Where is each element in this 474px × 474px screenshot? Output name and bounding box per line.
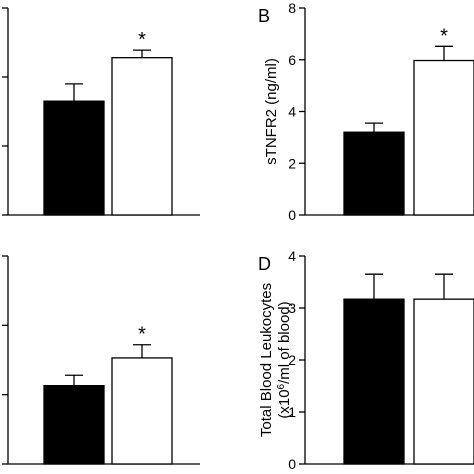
y-tick-label-b: 0 [288, 207, 296, 223]
significance-asterisk-b: * [440, 25, 448, 47]
y-tick-label-d: 0 [288, 456, 296, 472]
y-tick-label-d: 4 [288, 248, 296, 264]
y-axis-title-d-line2: (x106/ml of blood) [276, 301, 294, 418]
y-tick-label-b: 2 [288, 155, 296, 171]
bar-black-d [343, 298, 405, 465]
y-tick-label-d: 1 [288, 404, 296, 420]
y-axis-title-b: sTNFR2 (ng/ml) [263, 58, 280, 165]
y-tick-label-d: 2 [288, 352, 296, 368]
y-tick-label-b: 8 [288, 0, 296, 16]
bar-black-b [343, 131, 405, 216]
panel-letter-b: B [258, 6, 270, 26]
panel-d: 0 1 2 3 4 D Total Blood Leukocytes (x106/ml of … [258, 248, 474, 472]
y-axis-title-d-prefix: (x10 [276, 389, 293, 418]
y-axis-title-d-line1: Total Blood Leukocytes [258, 283, 275, 437]
panel-a: * [2, 7, 200, 216]
bar-white-b [413, 59, 474, 216]
panel-c: * [2, 255, 200, 465]
bar-white-d [413, 298, 474, 465]
y-tick-label-d: 3 [288, 300, 296, 316]
bar-black-c [43, 385, 105, 465]
y-tick-label-b: 6 [288, 52, 296, 68]
significance-asterisk-a: * [138, 29, 146, 51]
bar-white-c [111, 357, 173, 465]
bar-black-a [43, 100, 105, 216]
y-axis-title-d-superscript: 6 [276, 383, 287, 389]
bar-white-a [111, 57, 173, 216]
y-tick-label-b: 4 [288, 104, 296, 120]
panel-letter-d: D [258, 254, 271, 274]
y-axis-title-d-suffix: /ml of blood) [276, 301, 293, 384]
significance-asterisk-c: * [138, 324, 146, 346]
